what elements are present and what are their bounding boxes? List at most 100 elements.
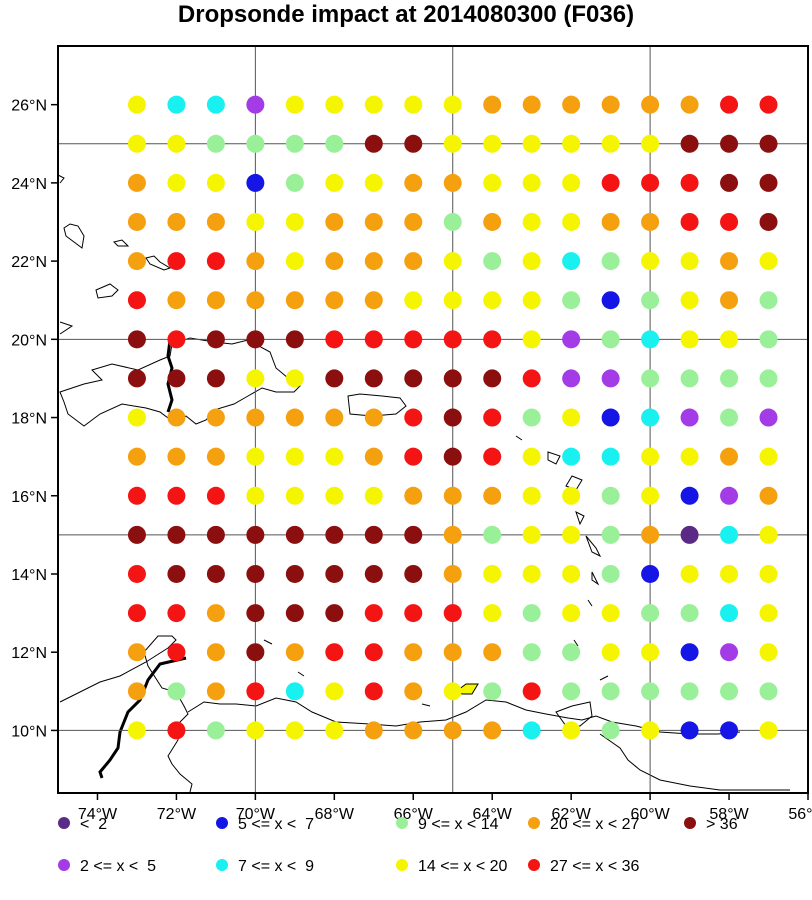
- impact-point: [522, 212, 541, 231]
- impact-point: [641, 252, 660, 271]
- impact-point: [641, 604, 660, 623]
- impact-point: [167, 486, 186, 505]
- x-tick-label: 62°W: [552, 806, 592, 823]
- impact-point: [285, 330, 304, 349]
- impact-point: [483, 447, 502, 466]
- impact-point: [562, 486, 581, 505]
- impact-point: [364, 134, 383, 153]
- impact-points: [127, 95, 778, 740]
- impact-point: [759, 447, 778, 466]
- impact-point: [404, 643, 423, 662]
- impact-point: [641, 486, 660, 505]
- impact-point: [641, 212, 660, 231]
- impact-point: [246, 212, 265, 231]
- impact-point: [680, 682, 699, 701]
- impact-point: [246, 486, 265, 505]
- impact-point: [720, 252, 739, 271]
- impact-point: [285, 643, 304, 662]
- impact-point: [285, 134, 304, 153]
- impact-point: [483, 173, 502, 192]
- impact-point: [522, 330, 541, 349]
- impact-point: [127, 604, 146, 623]
- impact-point: [246, 447, 265, 466]
- impact-point: [285, 682, 304, 701]
- impact-point: [601, 486, 620, 505]
- impact-point: [483, 408, 502, 427]
- impact-point: [720, 486, 739, 505]
- impact-point: [522, 173, 541, 192]
- impact-point: [443, 134, 462, 153]
- impact-point: [127, 682, 146, 701]
- legend-swatch: [528, 859, 540, 871]
- impact-point: [601, 408, 620, 427]
- impact-point: [601, 134, 620, 153]
- impact-point: [641, 643, 660, 662]
- y-tick-label: 12°N: [11, 645, 47, 662]
- impact-point: [364, 173, 383, 192]
- legend-label: < 2: [80, 816, 107, 833]
- impact-point: [285, 408, 304, 427]
- impact-point: [562, 330, 581, 349]
- impact-point: [404, 95, 423, 114]
- impact-point: [562, 95, 581, 114]
- impact-point: [641, 721, 660, 740]
- impact-point: [601, 682, 620, 701]
- impact-point: [246, 252, 265, 271]
- impact-point: [601, 525, 620, 544]
- impact-point: [364, 564, 383, 583]
- impact-point: [285, 447, 304, 466]
- impact-point: [404, 682, 423, 701]
- impact-point: [443, 369, 462, 388]
- impact-point: [641, 369, 660, 388]
- impact-point: [364, 643, 383, 662]
- impact-point: [443, 486, 462, 505]
- legend-swatch: [58, 817, 70, 829]
- impact-point: [680, 643, 699, 662]
- legend-label: 2 <= x < 5: [80, 858, 156, 875]
- impact-point: [246, 721, 265, 740]
- impact-point: [285, 212, 304, 231]
- impact-point: [167, 330, 186, 349]
- impact-point: [127, 447, 146, 466]
- x-tick-label: 68°W: [315, 806, 355, 823]
- coastline-cuba: [57, 174, 85, 249]
- impact-point: [167, 173, 186, 192]
- impact-point: [167, 682, 186, 701]
- x-tick-label: 74°W: [78, 806, 118, 823]
- impact-point: [404, 291, 423, 310]
- impact-point: [483, 486, 502, 505]
- axis-ticks: 74°W72°W70°W68°W66°W64°W62°W60°W58°W56°W…: [11, 98, 812, 823]
- legend-label: 9 <= x < 14: [418, 816, 499, 833]
- impact-point: [483, 721, 502, 740]
- impact-point: [680, 134, 699, 153]
- legend-label: 7 <= x < 9: [238, 858, 314, 875]
- impact-point: [285, 525, 304, 544]
- x-tick-label: 58°W: [709, 806, 749, 823]
- impact-point: [720, 134, 739, 153]
- impact-point: [246, 604, 265, 623]
- legend-label: 5 <= x < 7: [238, 816, 314, 833]
- impact-point: [443, 95, 462, 114]
- impact-point: [246, 408, 265, 427]
- legend: < 2 2 <= x < 5 5 <= x < 7 7 <= x < 9 9 <= x …: [58, 816, 738, 875]
- coastlines: [57, 174, 790, 793]
- impact-point: [246, 173, 265, 192]
- impact-point: [720, 604, 739, 623]
- impact-point: [206, 330, 225, 349]
- impact-point: [325, 173, 344, 192]
- impact-point: [720, 369, 739, 388]
- impact-point: [680, 95, 699, 114]
- impact-point: [325, 564, 344, 583]
- impact-point: [641, 173, 660, 192]
- impact-point: [759, 369, 778, 388]
- impact-point: [720, 330, 739, 349]
- impact-point: [443, 721, 462, 740]
- impact-point: [562, 212, 581, 231]
- impact-point: [720, 721, 739, 740]
- impact-point: [127, 252, 146, 271]
- impact-point: [443, 643, 462, 662]
- impact-point: [167, 408, 186, 427]
- y-tick-label: 14°N: [11, 567, 47, 584]
- impact-point: [641, 408, 660, 427]
